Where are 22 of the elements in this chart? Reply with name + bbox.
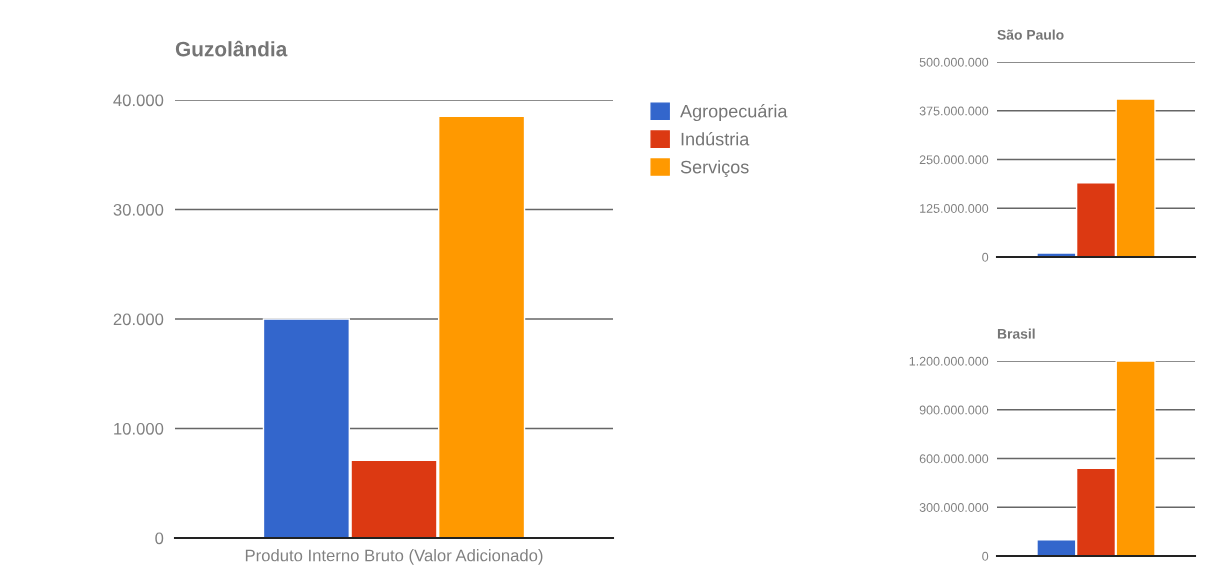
y-tick-label: 250.000.000	[919, 155, 989, 165]
y-tick-label: 30.000	[113, 203, 164, 216]
legend-label: Indústria	[681, 132, 750, 146]
y-tick-label: 10.000	[114, 422, 164, 435]
y-tick-label: 0	[982, 252, 989, 262]
y-tick-label: 600.000.000	[919, 454, 989, 464]
y-tick-label: 300.000.000	[919, 503, 989, 512]
x-tick-label: Produto Interno Bruto (Valor Adicionado)	[245, 549, 543, 565]
legend-label: Agropecuária	[680, 104, 788, 122]
y-tick-label: 125.000.000	[920, 204, 989, 213]
y-tick-label: 375.000.000	[919, 106, 989, 116]
chart-title: São Paulo	[997, 29, 1064, 40]
y-tick-label: 0	[155, 532, 164, 545]
y-tick-label: 500.000.000	[919, 57, 989, 67]
y-tick-label: 40.000	[113, 94, 164, 107]
y-tick-label: 1.200.000.000	[909, 356, 989, 366]
chart-title: Brasil	[997, 328, 1035, 339]
y-tick-label: 0	[982, 551, 989, 561]
legend-label: Serviços	[680, 160, 749, 178]
y-tick-label: 20.000	[113, 313, 164, 326]
chart-title: Guzolândia	[175, 40, 288, 57]
y-tick-label: 900.000.000	[919, 405, 989, 415]
